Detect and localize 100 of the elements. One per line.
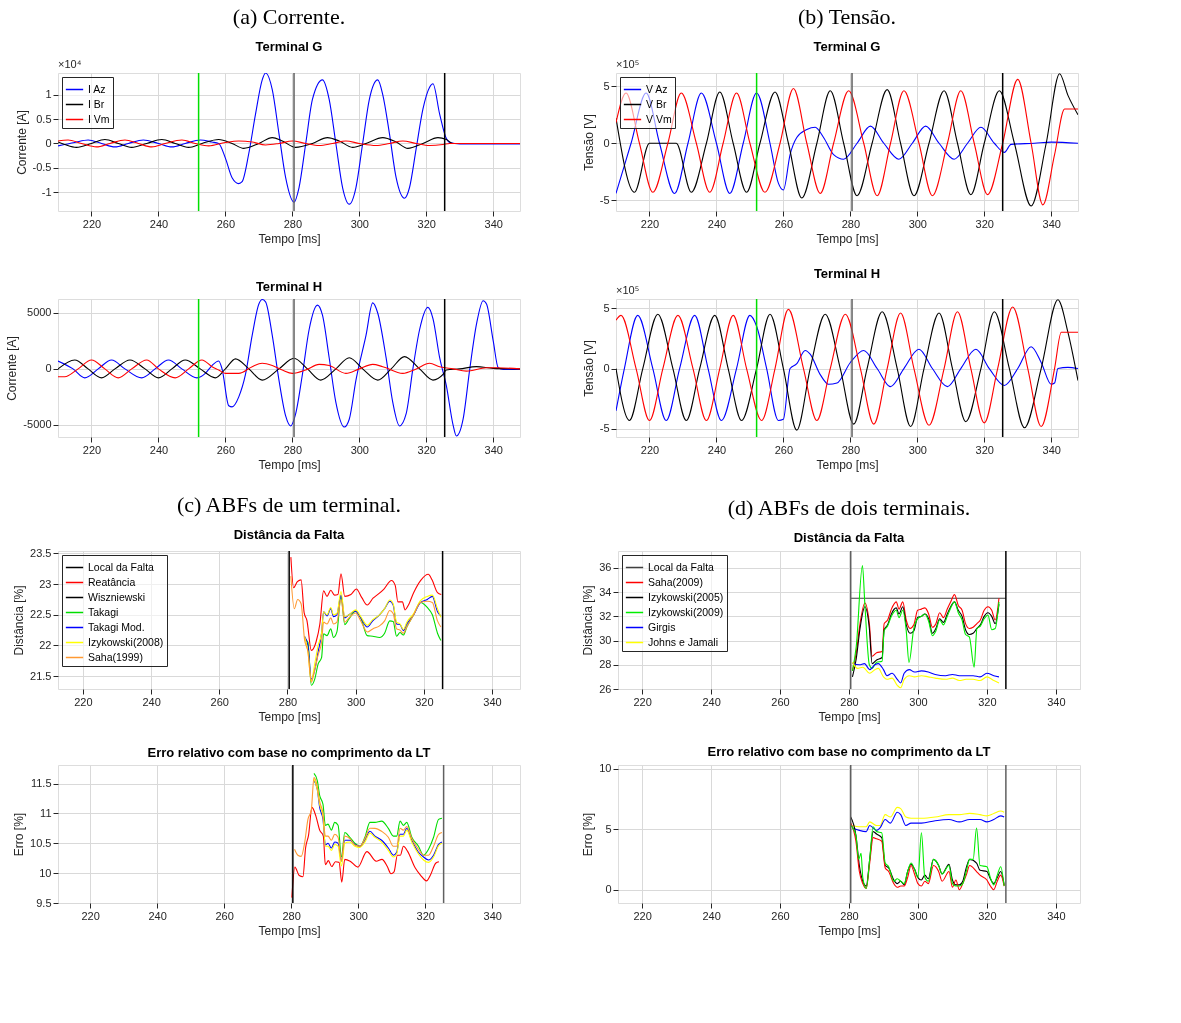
line-series <box>290 575 442 683</box>
x-axis-title: Tempo [ms] <box>258 923 321 938</box>
x-tick-label: 240 <box>702 909 721 922</box>
x-tick-label: 340 <box>1047 909 1066 922</box>
legend-label: I Br <box>88 97 105 110</box>
x-tick-label: 220 <box>74 695 93 708</box>
x-tick-label: 300 <box>350 217 369 230</box>
y-tick-label: 36 <box>599 561 612 574</box>
chart-title: (c) ABFs de um terminal. <box>176 492 402 518</box>
y-tick-label: 0 <box>603 362 610 375</box>
y-tick-label: 0 <box>603 136 610 149</box>
x-tick-label: 260 <box>771 909 790 922</box>
x-tick-label: 220 <box>633 695 652 708</box>
x-tick-label: 220 <box>81 909 100 922</box>
y-tick-label: 5 <box>603 79 610 92</box>
x-tick-label: 280 <box>282 909 301 922</box>
y-tick-label: 22.5 <box>30 608 52 621</box>
y-tick-label: 21.5 <box>30 669 52 682</box>
y-axis-title: Distância [%] <box>12 585 27 656</box>
line-series <box>851 564 1000 672</box>
legend-label: Izykowski(2009) <box>648 605 724 618</box>
text: ×10⁵ <box>616 284 640 296</box>
x-tick-label: 260 <box>215 909 234 922</box>
x-tick-label: 220 <box>633 909 652 922</box>
x-tick-label: 320 <box>975 217 994 230</box>
x-tick-label: 240 <box>702 695 721 708</box>
legend-label: V Br <box>646 97 667 110</box>
x-tick-label: 300 <box>909 695 928 708</box>
legend-label: Local da Falta <box>88 560 155 573</box>
x-tick-label: 260 <box>771 695 790 708</box>
x-axis-title: Tempo [ms] <box>818 709 881 724</box>
y-tick-label: 1 <box>45 88 52 101</box>
chart-subtitle: Distância da Falta <box>793 530 906 546</box>
y-tick-label: -0.5 <box>32 161 52 174</box>
y-axis-title: Erro [%] <box>581 812 596 857</box>
x-tick-label: 340 <box>1047 695 1066 708</box>
x-tick-label: 240 <box>149 217 169 230</box>
y-tick-label: 5000 <box>27 306 52 319</box>
legend-label: Local da Falta <box>648 560 715 573</box>
y-tick-label: 22 <box>39 638 52 651</box>
text: ×10⁴ <box>58 58 82 70</box>
y-axis-title: Corrente [A] <box>5 336 20 401</box>
x-tick-label: 280 <box>283 443 303 456</box>
y-tick-label: 32 <box>599 609 612 622</box>
legend-label: Izykowski(2005) <box>648 590 724 603</box>
x-tick-label: 280 <box>841 443 861 456</box>
x-tick-label: 280 <box>841 217 861 230</box>
x-tick-label: 320 <box>415 695 434 708</box>
x-tick-label: 220 <box>82 443 102 456</box>
x-tick-label: 240 <box>148 909 167 922</box>
y-tick-label: 10 <box>39 866 52 879</box>
x-tick-label: 240 <box>142 695 161 708</box>
x-tick-label: 260 <box>216 443 236 456</box>
line-series <box>851 663 1000 684</box>
legend-label: Johns e Jamali <box>648 635 719 648</box>
x-tick-label: 340 <box>484 217 503 230</box>
line-series <box>58 73 520 205</box>
x-axis-title: Tempo [ms] <box>258 231 321 246</box>
legend-label: Saha(2009) <box>648 575 703 588</box>
x-tick-label: 260 <box>774 217 794 230</box>
x-tick-label: 300 <box>349 909 368 922</box>
y-tick-label: 0 <box>605 883 612 896</box>
y-tick-label: 26 <box>599 682 612 695</box>
y-tick-label: 9.5 <box>36 896 52 909</box>
x-axis-title: Tempo [ms] <box>258 457 321 472</box>
y-tick-label: -1 <box>41 185 52 198</box>
y-tick-label: 23.5 <box>30 546 52 559</box>
y-tick-label: 30 <box>599 634 612 647</box>
x-tick-label: 300 <box>908 217 927 230</box>
x-tick-label: 240 <box>707 443 727 456</box>
y-axis-title: Distância [%] <box>581 585 596 656</box>
y-tick-label: 0 <box>45 136 52 149</box>
line-series <box>293 777 443 862</box>
y-tick-label: 11.5 <box>30 777 52 790</box>
x-tick-label: 220 <box>82 217 102 230</box>
x-tick-label: 240 <box>149 443 169 456</box>
x-tick-label: 320 <box>978 909 997 922</box>
x-tick-label: 260 <box>774 443 794 456</box>
chart-title: (d) ABFs de dois terminais. <box>727 495 971 521</box>
x-tick-label: 320 <box>978 695 997 708</box>
y-tick-label: 5 <box>603 301 610 314</box>
x-tick-label: 300 <box>908 443 927 456</box>
y-tick-label: -5 <box>599 422 610 435</box>
line-series <box>290 556 442 651</box>
x-tick-label: 320 <box>975 443 994 456</box>
y-tick-label: 10 <box>599 762 612 775</box>
y-axis-title: Tensão [V] <box>581 114 596 171</box>
x-tick-label: 220 <box>640 217 660 230</box>
x-tick-label: 340 <box>1042 217 1061 230</box>
chart-title: Erro relativo com base no comprimento da LT <box>147 745 431 761</box>
y-axis-title: Tensão [V] <box>581 340 596 397</box>
y-tick-label: 28 <box>599 658 612 671</box>
chart-subtitle: Terminal G <box>255 39 323 54</box>
x-tick-label: 320 <box>417 443 436 456</box>
legend-label: Takagi Mod. <box>88 620 145 633</box>
line-series <box>291 806 440 899</box>
legend-label: Girgis <box>648 620 676 633</box>
x-tick-label: 340 <box>483 695 502 708</box>
chart-subtitle: Terminal G <box>813 39 881 54</box>
y-axis-title: Corrente [A] <box>14 110 29 175</box>
